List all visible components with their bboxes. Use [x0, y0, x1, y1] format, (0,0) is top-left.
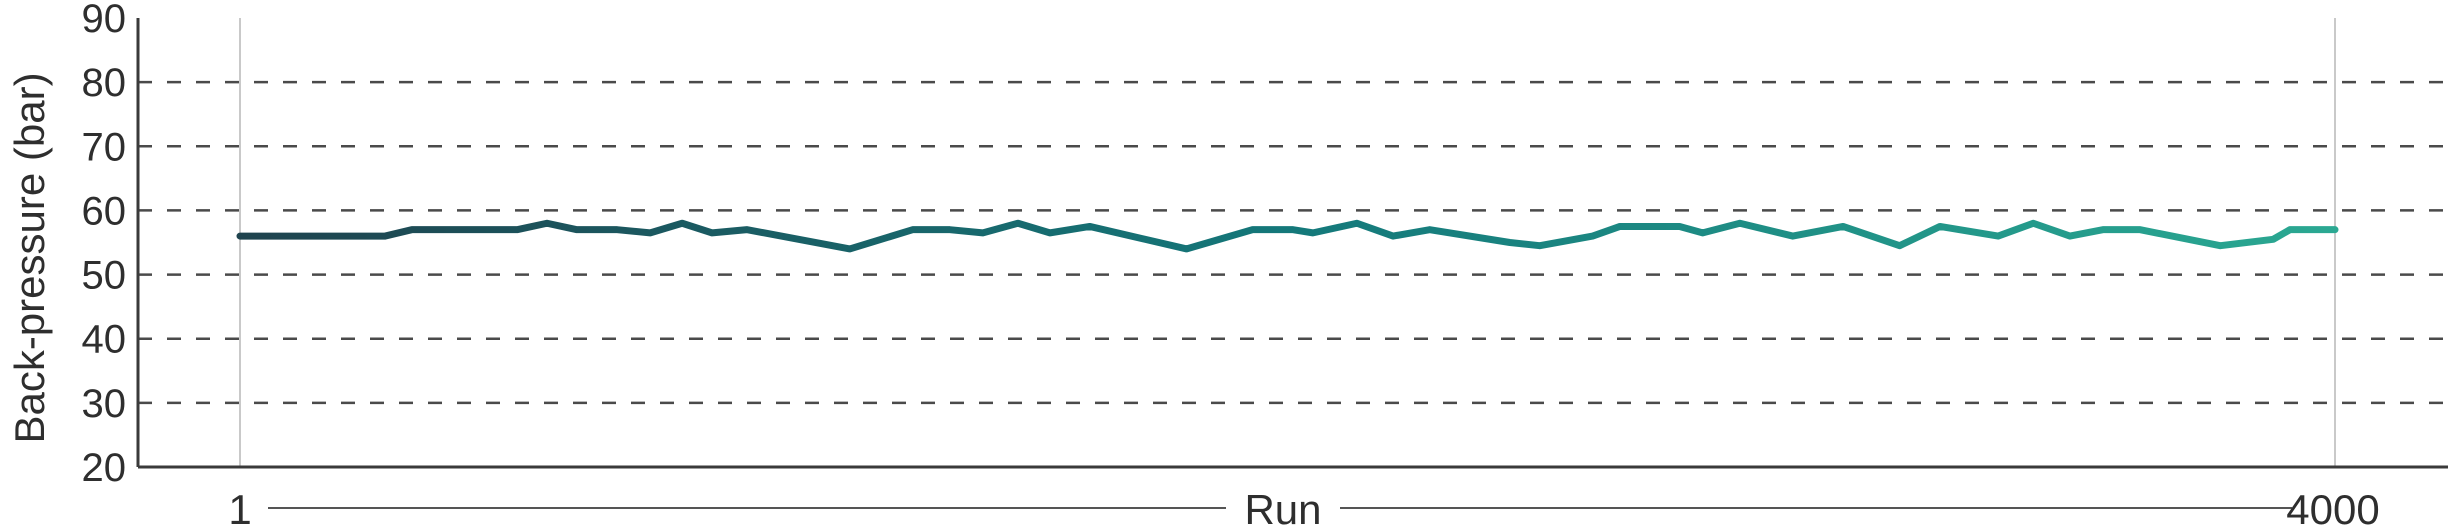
- y-tick-label-50: 50: [82, 254, 127, 298]
- y-tick-label-70: 70: [82, 125, 127, 169]
- y-axis-title: Back-pressure (bar): [6, 72, 53, 444]
- x-axis-connector-line-left: [268, 507, 1226, 509]
- x-axis-start-label: 1: [228, 486, 252, 532]
- y-tick-label-30: 30: [82, 382, 127, 426]
- back-pressure-line: [236, 219, 2339, 253]
- x-axis-connector-line-right: [1340, 507, 2292, 509]
- x-axis-title: Run: [1244, 486, 1322, 532]
- y-tick-label-60: 60: [82, 189, 127, 233]
- y-tick-label-90: 90: [82, 0, 127, 41]
- y-tick-label-40: 40: [82, 318, 127, 362]
- y-tick-label-20: 20: [82, 446, 127, 490]
- x-axis-end-label: 4000: [2286, 486, 2380, 532]
- y-tick-label-80: 80: [82, 61, 127, 105]
